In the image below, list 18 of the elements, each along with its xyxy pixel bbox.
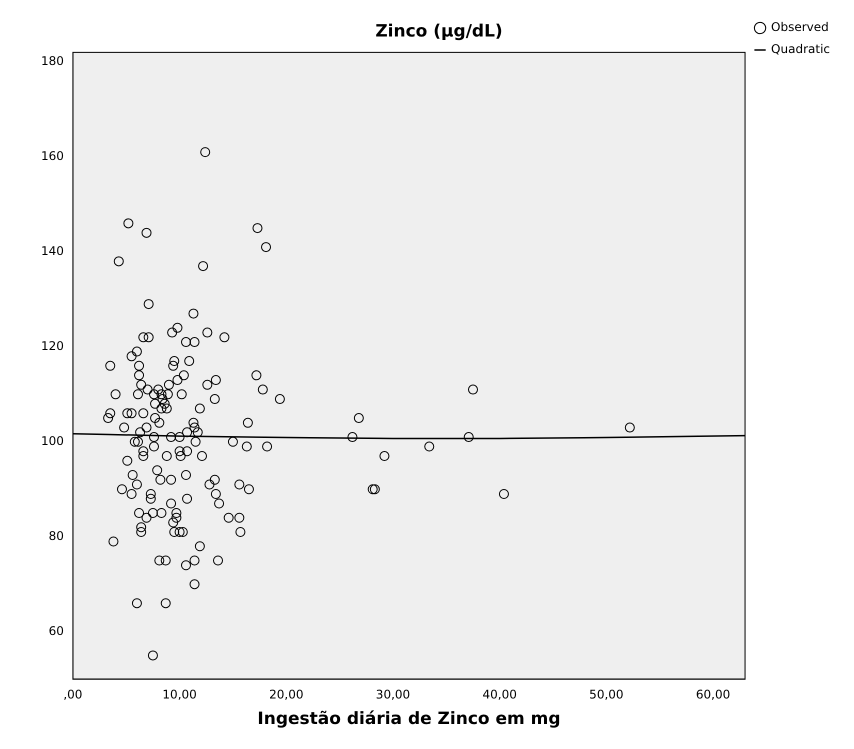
y-tick-label: 140	[41, 244, 64, 258]
y-tick-label: 120	[41, 338, 64, 353]
y-tick-label: 100	[41, 434, 64, 448]
x-tick-label: 10,00	[162, 688, 197, 702]
x-tick-label: ,00	[63, 688, 82, 702]
chart-title: Zinco (µg/dL)	[375, 22, 503, 42]
legend-label: Observed	[771, 20, 829, 34]
y-tick-label: 160	[41, 148, 64, 163]
y-tick-label: 60	[48, 624, 64, 638]
x-tick-label: 40,00	[482, 688, 517, 702]
y-tick-label: 180	[41, 54, 64, 68]
x-axis-title: Ingestão diária de Zinco em mg	[257, 709, 561, 730]
x-tick-label: 20,00	[269, 688, 304, 702]
x-tick-label: 30,00	[376, 688, 410, 702]
y-tick-label: 80	[48, 528, 64, 543]
x-tick-label: 60,00	[696, 688, 730, 702]
legend-label: Quadratic	[771, 42, 830, 56]
x-tick-label: 50,00	[589, 688, 624, 702]
